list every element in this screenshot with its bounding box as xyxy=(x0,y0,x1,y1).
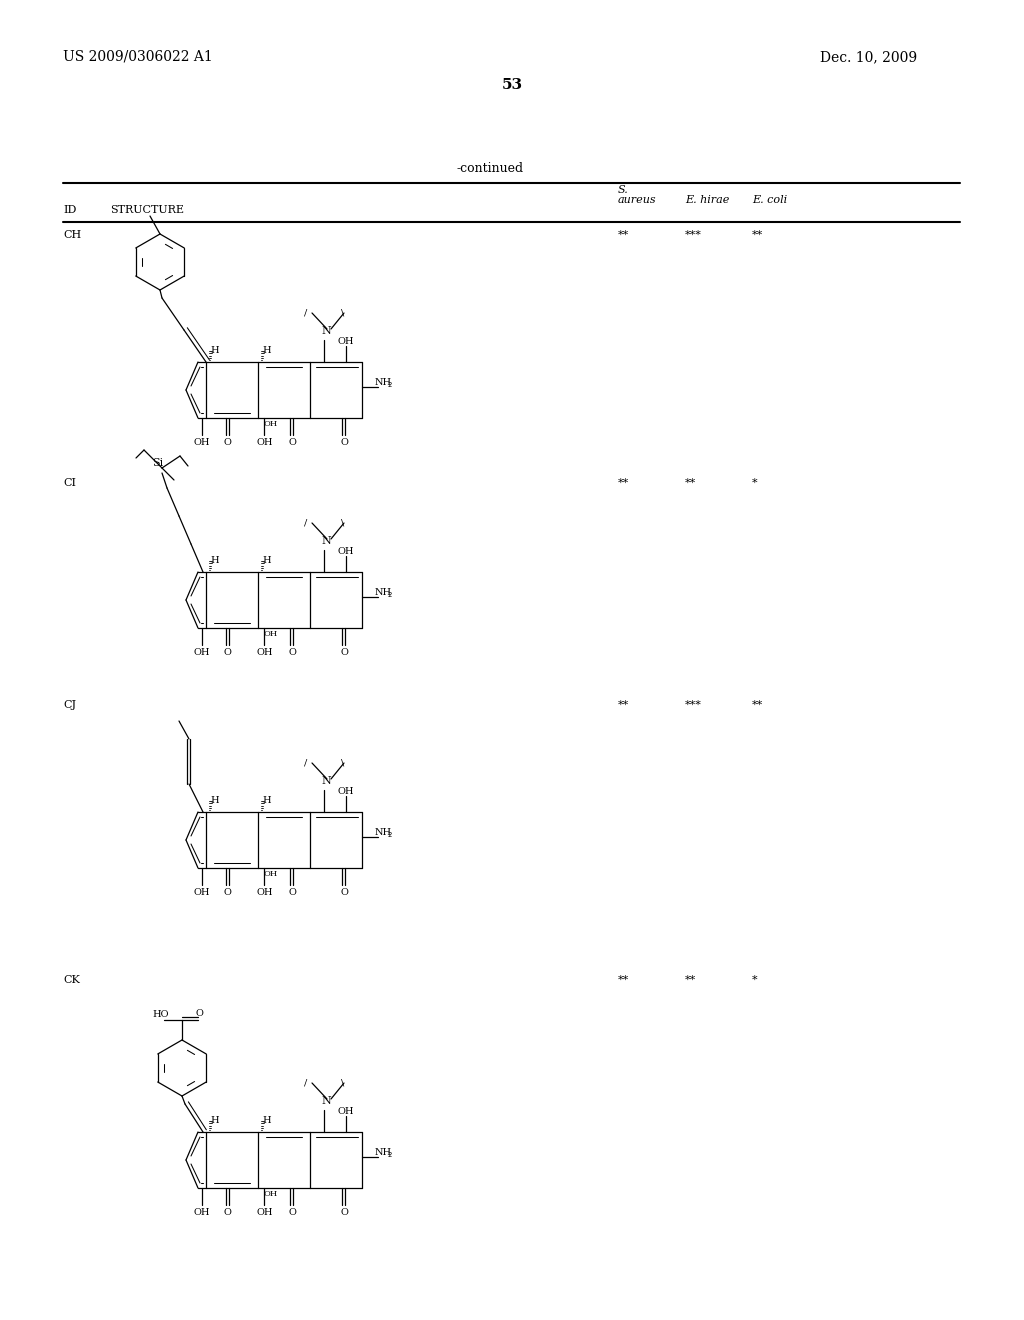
Text: Si: Si xyxy=(152,458,163,469)
Text: Dec. 10, 2009: Dec. 10, 2009 xyxy=(820,50,918,63)
Text: OH: OH xyxy=(338,1107,354,1115)
Text: NH: NH xyxy=(375,1148,392,1158)
Text: aureus: aureus xyxy=(618,195,656,205)
Text: OH: OH xyxy=(264,1191,279,1199)
Text: O: O xyxy=(340,438,348,447)
Text: H: H xyxy=(210,1115,219,1125)
Text: H: H xyxy=(262,346,270,355)
Text: O: O xyxy=(288,438,296,447)
Text: NH: NH xyxy=(375,828,392,837)
Text: OH: OH xyxy=(264,420,279,428)
Text: /: / xyxy=(304,309,307,318)
Text: **: ** xyxy=(752,230,763,240)
Text: 53: 53 xyxy=(502,78,522,92)
Text: STRUCTURE: STRUCTURE xyxy=(110,205,184,215)
Text: /: / xyxy=(304,519,307,528)
Text: O: O xyxy=(224,888,231,898)
Text: H: H xyxy=(262,1115,270,1125)
Text: OH: OH xyxy=(338,546,354,556)
Text: S.: S. xyxy=(618,185,629,195)
Text: N: N xyxy=(321,1096,331,1106)
Text: OH: OH xyxy=(194,648,211,657)
Text: \: \ xyxy=(341,519,344,528)
Text: O: O xyxy=(340,648,348,657)
Text: ***: *** xyxy=(685,700,701,710)
Text: **: ** xyxy=(685,975,696,985)
Text: O: O xyxy=(288,648,296,657)
Text: O: O xyxy=(288,1208,296,1217)
Text: /: / xyxy=(304,1078,307,1088)
Text: OH: OH xyxy=(256,648,272,657)
Text: \: \ xyxy=(341,1078,344,1088)
Text: **: ** xyxy=(618,230,630,240)
Text: **: ** xyxy=(618,975,630,985)
Text: OH: OH xyxy=(194,888,211,898)
Text: O: O xyxy=(224,648,231,657)
Text: \: \ xyxy=(341,759,344,768)
Text: ID: ID xyxy=(63,205,77,215)
Text: OH: OH xyxy=(264,870,279,878)
Text: O: O xyxy=(224,438,231,447)
Text: N: N xyxy=(321,776,331,785)
Text: OH: OH xyxy=(264,630,279,638)
Text: CK: CK xyxy=(63,975,80,985)
Text: O: O xyxy=(288,888,296,898)
Text: HO: HO xyxy=(152,1010,169,1019)
Text: **: ** xyxy=(618,700,630,710)
Text: -continued: -continued xyxy=(457,162,523,176)
Text: NH: NH xyxy=(375,587,392,597)
Text: H: H xyxy=(262,796,270,805)
Text: OH: OH xyxy=(194,438,211,447)
Text: 2: 2 xyxy=(388,591,392,598)
Text: /: / xyxy=(304,759,307,768)
Text: *: * xyxy=(752,975,758,985)
Text: O: O xyxy=(196,1008,204,1018)
Text: ***: *** xyxy=(685,230,701,240)
Text: \: \ xyxy=(341,309,344,318)
Text: O: O xyxy=(224,1208,231,1217)
Text: CJ: CJ xyxy=(63,700,76,710)
Text: OH: OH xyxy=(256,888,272,898)
Text: OH: OH xyxy=(256,1208,272,1217)
Text: CI: CI xyxy=(63,478,76,488)
Text: **: ** xyxy=(685,478,696,488)
Text: O: O xyxy=(340,888,348,898)
Text: OH: OH xyxy=(338,337,354,346)
Text: **: ** xyxy=(618,478,630,488)
Text: 2: 2 xyxy=(388,381,392,388)
Text: O: O xyxy=(340,1208,348,1217)
Text: 2: 2 xyxy=(388,832,392,838)
Text: E. hirae: E. hirae xyxy=(685,195,729,205)
Text: H: H xyxy=(210,796,219,805)
Text: H: H xyxy=(210,346,219,355)
Text: N: N xyxy=(321,326,331,337)
Text: US 2009/0306022 A1: US 2009/0306022 A1 xyxy=(63,50,213,63)
Text: H: H xyxy=(262,556,270,565)
Text: NH: NH xyxy=(375,378,392,387)
Text: OH: OH xyxy=(194,1208,211,1217)
Text: **: ** xyxy=(752,700,763,710)
Text: *: * xyxy=(752,478,758,488)
Text: OH: OH xyxy=(338,787,354,796)
Text: 2: 2 xyxy=(388,1152,392,1158)
Text: H: H xyxy=(210,556,219,565)
Text: CH: CH xyxy=(63,230,81,240)
Text: N: N xyxy=(321,536,331,546)
Text: E. coli: E. coli xyxy=(752,195,787,205)
Text: OH: OH xyxy=(256,438,272,447)
